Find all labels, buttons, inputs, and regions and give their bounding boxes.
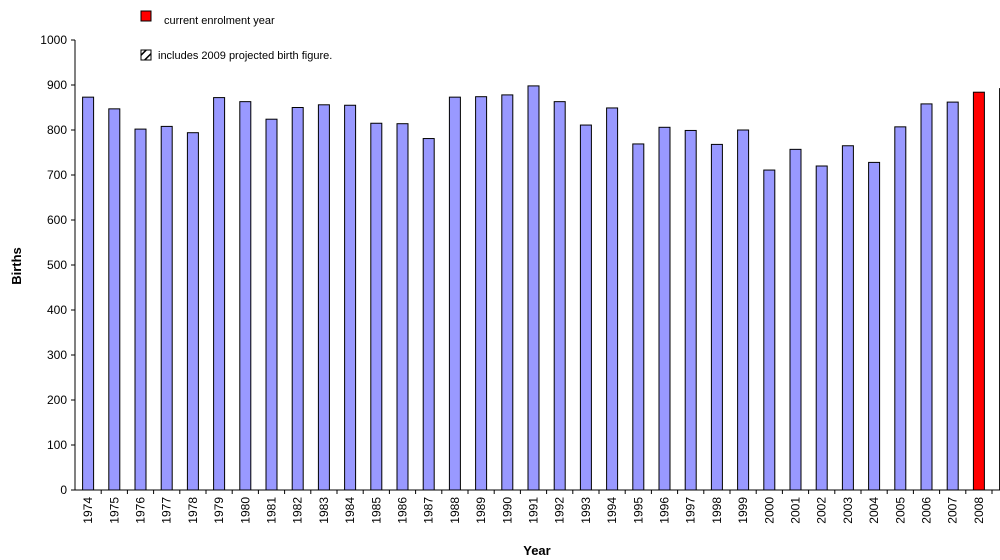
legend-label-current: current enrolment year — [164, 15, 275, 27]
bar-1980 — [239, 101, 252, 491]
bar-1996 — [658, 126, 671, 491]
legend-swatch-projected — [140, 49, 152, 61]
y-tick-label: 400 — [47, 303, 67, 317]
bar-1992 — [553, 101, 566, 491]
bar-1991 — [527, 85, 540, 491]
x-tick-label: 2000 — [762, 497, 776, 524]
bar-2006 — [920, 103, 933, 491]
x-tick-label: 2002 — [815, 497, 829, 524]
x-tick-label: 2001 — [789, 497, 803, 524]
x-tick-label: 1974 — [81, 497, 95, 524]
bar-2002 — [815, 165, 828, 491]
x-tick-label: 1995 — [631, 497, 645, 524]
bar-1990 — [501, 94, 514, 491]
x-tick-label: 2003 — [841, 497, 855, 524]
y-tick-label: 700 — [47, 168, 67, 182]
bar-1981 — [265, 118, 278, 491]
x-tick-label: 1997 — [684, 497, 698, 524]
x-tick-label: 2006 — [920, 497, 934, 524]
y-tick-label: 200 — [47, 393, 67, 407]
bar-2003 — [841, 145, 854, 491]
x-tick-label: 1983 — [317, 497, 331, 524]
x-tick-label: 1998 — [710, 497, 724, 524]
x-tick-label: 1988 — [448, 497, 462, 524]
y-tick-label: 600 — [47, 213, 67, 227]
legend-swatch-current — [140, 10, 152, 22]
x-tick-label: 1994 — [605, 497, 619, 524]
bar-1978 — [186, 132, 199, 491]
x-tick-label: 1975 — [107, 497, 121, 524]
x-tick-label: 1989 — [474, 497, 488, 524]
bar-2008 — [972, 91, 985, 491]
x-tick-label: 1992 — [553, 497, 567, 524]
x-tick-label: 2005 — [893, 497, 907, 524]
y-axis-label: Births — [9, 247, 24, 285]
y-tick-label: 900 — [47, 78, 67, 92]
bar-1999 — [737, 129, 750, 491]
x-tick-label: 1978 — [186, 497, 200, 524]
y-tick-label: 100 — [47, 438, 67, 452]
bar-1989 — [475, 96, 488, 491]
bar-1974 — [82, 96, 95, 491]
y-tick-label: 0 — [60, 483, 67, 497]
bar-1997 — [684, 129, 697, 491]
x-tick-label: 2009* — [998, 497, 1000, 529]
x-tick-label: 1981 — [265, 497, 279, 524]
bar-1975 — [108, 108, 121, 491]
bar-1977 — [160, 125, 173, 491]
x-tick-label: 2008 — [972, 497, 986, 524]
bars — [82, 85, 1000, 491]
y-tick-label: 300 — [47, 348, 67, 362]
bar-1976 — [134, 128, 147, 491]
x-tick-label: 1990 — [500, 497, 514, 524]
x-tick-label: 1999 — [736, 497, 750, 524]
bar-1993 — [579, 124, 592, 491]
x-tick-label: 2004 — [867, 497, 881, 524]
bar-2000 — [763, 169, 776, 491]
x-tick-label: 1996 — [658, 497, 672, 524]
bar-1983 — [317, 104, 330, 491]
legend: current enrolment year includes 2009 pro… — [140, 10, 332, 62]
x-tick-label: 1986 — [396, 497, 410, 524]
y-tick-label: 1000 — [40, 33, 67, 47]
x-axis-label: Year — [523, 543, 550, 558]
x-tick-label: 1979 — [212, 497, 226, 524]
bar-2005 — [894, 126, 907, 491]
y-tick-label: 800 — [47, 123, 67, 137]
bar-1994 — [606, 107, 619, 491]
bar-2004 — [868, 161, 881, 491]
bar-1988 — [448, 96, 461, 491]
bar-1986 — [396, 123, 409, 491]
x-tick-label: 1985 — [369, 497, 383, 524]
bar-1979 — [213, 97, 226, 491]
y-axis: 0 100 200 300 400 500 600 700 800 900 1000 — [40, 33, 76, 497]
x-tick-label: 1977 — [160, 497, 174, 524]
x-axis: 1974 1975 1976 1977 1978 1979 1980 1981 1982 1983… — [75, 489, 1000, 529]
bar-2001 — [789, 148, 802, 491]
x-tick-label: 1980 — [238, 497, 252, 524]
bar-1995 — [632, 143, 645, 491]
x-tick-label: 1987 — [422, 497, 436, 524]
x-tick-label: 2007 — [946, 497, 960, 524]
legend-label-projected: includes 2009 projected birth figure. — [158, 50, 332, 62]
x-tick-label: 1991 — [527, 497, 541, 524]
x-tick-label: 1984 — [343, 497, 357, 524]
bar-1984 — [344, 104, 357, 491]
y-tick-label: 500 — [47, 258, 67, 272]
bar-1987 — [422, 138, 435, 491]
x-tick-label: 1982 — [291, 497, 305, 524]
bar-2007 — [946, 101, 959, 491]
x-tick-label: 1976 — [134, 497, 148, 524]
bar-1998 — [710, 143, 723, 491]
bar-1985 — [370, 122, 383, 491]
bar-1982 — [291, 107, 304, 491]
x-tick-label: 1993 — [579, 497, 593, 524]
